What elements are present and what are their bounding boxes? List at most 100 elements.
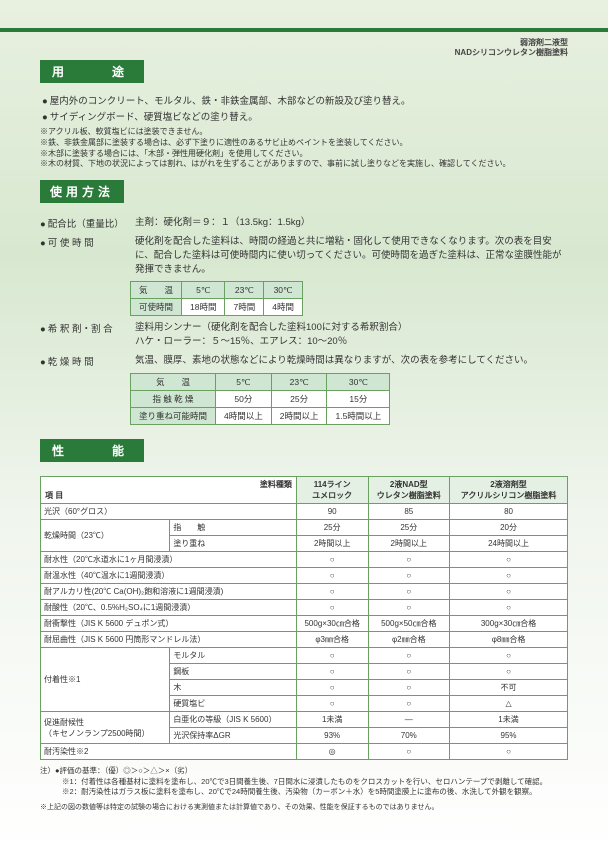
- perf-cell: ○: [450, 648, 568, 664]
- perf-cell: 1未満: [296, 712, 368, 728]
- section-title-usage: 用 途: [40, 60, 144, 83]
- td: 4時間以上: [216, 408, 272, 425]
- method-body: 硬化剤を配合した塗料は、時間の経過と共に増粘・固化して使用できなくなります。次の…: [135, 235, 568, 276]
- td: 4時間: [264, 299, 303, 316]
- performance-footnotes: ●評価の基準：（優）◎＞○＞△＞×（劣） ※1：付着性は各種基材に塗料を塗布し、…: [40, 766, 568, 798]
- perf-row-label: 耐屈曲性（JIS K 5600 円筒形マンドレル法）: [41, 632, 297, 648]
- perf-row-label: 促進耐候性 （キセノンランプ2500時間）: [41, 712, 170, 744]
- perf-sub-label: 光沢保持率ΔGR: [170, 728, 297, 744]
- perf-sub-label: 鋼板: [170, 664, 297, 680]
- perf-col-head: 114ライン ユメロック: [296, 477, 368, 504]
- method-label: 乾 燥 時 間: [40, 354, 135, 368]
- section-title-method: 使用方法: [40, 180, 124, 203]
- method-row: 可 使 時 間 硬化剤を配合した塗料は、時間の経過と共に増粘・固化して使用できな…: [40, 235, 568, 276]
- usage-note: 木の材質、下地の状況によっては割れ、はがれを生ずることがありますので、事前に試し…: [40, 159, 568, 170]
- perf-cell: ○: [450, 568, 568, 584]
- perf-row-label: 耐汚染性※2: [41, 744, 297, 760]
- perf-cell: 2時間以上: [296, 536, 368, 552]
- td: 25分: [271, 391, 327, 408]
- page-content: 用 途 屋内外のコンクリート、モルタル、鉄・非鉄金属部、木部などの新設及び塗り替…: [0, 32, 608, 824]
- perf-cell: ○: [296, 664, 368, 680]
- perf-cell: ○: [450, 600, 568, 616]
- th: 23℃: [225, 282, 264, 299]
- td: 7時間: [225, 299, 264, 316]
- perf-cell: ○: [296, 568, 368, 584]
- perf-cell: ○: [368, 600, 450, 616]
- perf-cell: φ3㎜合格: [296, 632, 368, 648]
- method-body: 気温、膜厚、素地の状態などにより乾燥時間は異なりますが、次の表を参考にしてくださ…: [135, 354, 568, 368]
- perf-cell: 2時間以上: [368, 536, 450, 552]
- perf-cell: ○: [296, 584, 368, 600]
- perf-cell: ○: [296, 600, 368, 616]
- perf-cell: 25分: [296, 520, 368, 536]
- perf-cell: ―: [368, 712, 450, 728]
- perf-cell: ○: [368, 584, 450, 600]
- method-row: 乾 燥 時 間 気温、膜厚、素地の状態などにより乾燥時間は異なりますが、次の表を…: [40, 354, 568, 368]
- perf-cell: ○: [450, 744, 568, 760]
- td: 18時間: [182, 299, 225, 316]
- method-label: 可 使 時 間: [40, 235, 135, 249]
- perf-cell: ○: [368, 744, 450, 760]
- perf-cell: 93%: [296, 728, 368, 744]
- perf-cell: 25分: [368, 520, 450, 536]
- potlife-table: 気 温 5℃ 23℃ 30℃ 可使時間 18時間 7時間 4時間: [130, 281, 303, 316]
- perf-cell: △: [450, 696, 568, 712]
- perf-sub-label: モルタル: [170, 648, 297, 664]
- perf-sub-label: 塗り重ね: [170, 536, 297, 552]
- usage-bullets: 屋内外のコンクリート、モルタル、鉄・非鉄金属部、木部などの新設及び塗り替え。 サ…: [42, 93, 568, 123]
- perf-cell: 80: [450, 504, 568, 520]
- method-body: 主剤：硬化剤＝９：１（13.5kg：1.5kg）: [135, 216, 568, 230]
- usage-notes: アクリル板、軟質塩ビには塗装できません。 鉄、非鉄金属部に塗装する場合は、必ず下…: [40, 127, 568, 170]
- perf-cell: ◎: [296, 744, 368, 760]
- perf-cell: ○: [368, 648, 450, 664]
- td: 15分: [327, 391, 390, 408]
- method-row: 希 釈 剤・割 合 塗料用シンナー（硬化剤を配合した塗料100に対する希釈割合）…: [40, 321, 568, 349]
- perf-cell: φ8㎜合格: [450, 632, 568, 648]
- td: 可使時間: [131, 299, 182, 316]
- perf-cell: 500g×50㎝合格: [368, 616, 450, 632]
- performance-table: 塗料種類 項 目 114ライン ユメロック 2液NAD型 ウレタン樹脂塗料 2液…: [40, 476, 568, 760]
- drying-table: 気 温 5℃ 23℃ 30℃ 指 触 乾 燥 50分 25分 15分 塗り重ね可…: [130, 373, 390, 425]
- perf-cell: 300g×30㎝合格: [450, 616, 568, 632]
- th: 5℃: [216, 374, 272, 391]
- usage-note: 木部に塗装する場合には、「木部・弾性用硬化剤」を使用してください。: [40, 149, 568, 160]
- perf-row-label: 乾燥時間（23℃）: [41, 520, 170, 552]
- perf-row-label: 付着性※1: [41, 648, 170, 712]
- perf-cell: 95%: [450, 728, 568, 744]
- perf-sub-label: 白亜化の等級（JIS K 5600）: [170, 712, 297, 728]
- td: 1.5時間以上: [327, 408, 390, 425]
- perf-cell: 不可: [450, 680, 568, 696]
- perf-sub-label: 硬質塩ビ: [170, 696, 297, 712]
- footnote-lead: ●評価の基準：（優）◎＞○＞△＞×（劣）: [40, 766, 568, 777]
- perf-cell: ○: [296, 680, 368, 696]
- method-row: 配合比（重量比） 主剤：硬化剤＝９：１（13.5kg：1.5kg）: [40, 216, 568, 230]
- section-title-performance: 性 能: [40, 439, 144, 462]
- td: 2時間以上: [271, 408, 327, 425]
- method-label: 希 釈 剤・割 合: [40, 321, 135, 335]
- perf-cell: ○: [296, 648, 368, 664]
- perf-row-label: 耐アルカリ性(20℃ Ca(OH)₂飽和溶液に1週間浸漬): [41, 584, 297, 600]
- th: 5℃: [182, 282, 225, 299]
- perf-cell: φ2㎜合格: [368, 632, 450, 648]
- footnote-item: ※2：耐汚染性はガラス板に塗料を塗布し、20℃で24時間養生後、汚染物（カーボン…: [62, 787, 568, 798]
- disclaimer: 上記の図の数値等は特定の試験の場合における実測値または計算値であり、その効果、性…: [40, 802, 568, 812]
- header-line2: NADシリコンウレタン樹脂塗料: [455, 48, 568, 58]
- perf-row-label: 耐水性（20℃水道水に1ヶ月間浸漬）: [41, 552, 297, 568]
- perf-cell: 500g×30㎝合格: [296, 616, 368, 632]
- perf-sub-label: 指 触: [170, 520, 297, 536]
- perf-cell: ○: [368, 664, 450, 680]
- td: 塗り重ね可能時間: [131, 408, 216, 425]
- paint-type-label: 塗料種類: [260, 479, 292, 490]
- perf-sub-label: 木: [170, 680, 297, 696]
- item-label: 項 目: [45, 490, 63, 501]
- perf-col-head: 2液溶剤型 アクリルシリコン樹脂塗料: [450, 477, 568, 504]
- td: 50分: [216, 391, 272, 408]
- header-line1: 弱溶剤二液型: [455, 38, 568, 48]
- perf-cell: ○: [296, 696, 368, 712]
- perf-cell: 85: [368, 504, 450, 520]
- footnote-item: ※1：付着性は各種基材に塗料を塗布し、20℃で3日間養生後、7日間水に浸漬したも…: [62, 777, 568, 788]
- perf-cell: ○: [450, 552, 568, 568]
- perf-row-label: 耐酸性（20℃、0.5%H₂SO₄に1週間浸漬）: [41, 600, 297, 616]
- perf-cell: 20分: [450, 520, 568, 536]
- perf-cell: 70%: [368, 728, 450, 744]
